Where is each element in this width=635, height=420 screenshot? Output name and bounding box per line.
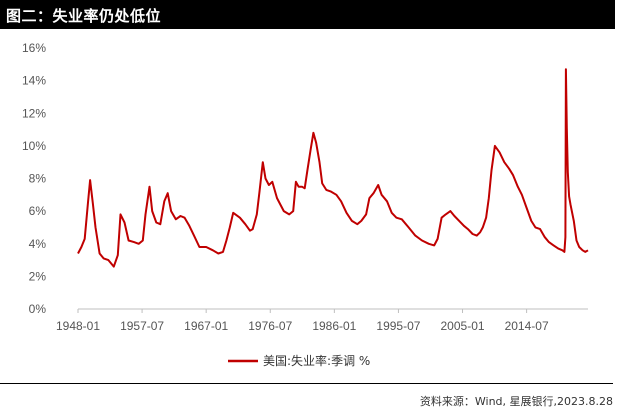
unemployment-line-chart: 0% 2% 4% 6% 8% 10% 12% 14% 16% 1948-01 1957-07 196…	[22, 41, 589, 368]
legend: 美国:失业率:季调 %	[228, 353, 370, 368]
x-tick-label: 1995-07	[376, 319, 420, 333]
y-tick-label: 12%	[22, 106, 46, 120]
x-tick-label: 1957-07	[120, 319, 164, 333]
series-line-unemployment	[77, 68, 589, 268]
y-tick-label: 14%	[22, 74, 46, 88]
y-tick-label: 0%	[29, 302, 47, 316]
y-tick-label: 8%	[29, 172, 47, 186]
y-tick-label: 10%	[22, 139, 46, 153]
y-tick-label: 16%	[22, 41, 46, 55]
y-tick-label: 4%	[29, 237, 47, 251]
y-tick-label: 2%	[29, 269, 47, 283]
x-tick-label: 1986-01	[312, 319, 356, 333]
y-tick-label: 6%	[29, 204, 47, 218]
x-tick-label: 1948-01	[56, 319, 100, 333]
legend-label: 美国:失业率:季调 %	[263, 353, 370, 368]
y-axis-tick-labels: 0% 2% 4% 6% 8% 10% 12% 14% 16%	[22, 41, 46, 316]
footer-divider	[0, 383, 613, 384]
chart-title: 图二：失业率仍处低位	[6, 7, 162, 25]
chart-header-bar: 图二：失业率仍处低位	[0, 0, 615, 29]
x-tick-label: 2014-07	[505, 319, 549, 333]
x-tick-label: 1967-01	[184, 319, 228, 333]
x-tick-label: 1976-07	[248, 319, 292, 333]
source-note: 资料来源：Wind, 星展银行,2023.8.28	[419, 395, 613, 408]
x-axis-tick-labels: 1948-01 1957-07 1967-01 1976-07 1986-01 1995-…	[56, 319, 549, 333]
x-tick-label: 2005-01	[441, 319, 485, 333]
x-axis-ticks	[77, 309, 528, 313]
